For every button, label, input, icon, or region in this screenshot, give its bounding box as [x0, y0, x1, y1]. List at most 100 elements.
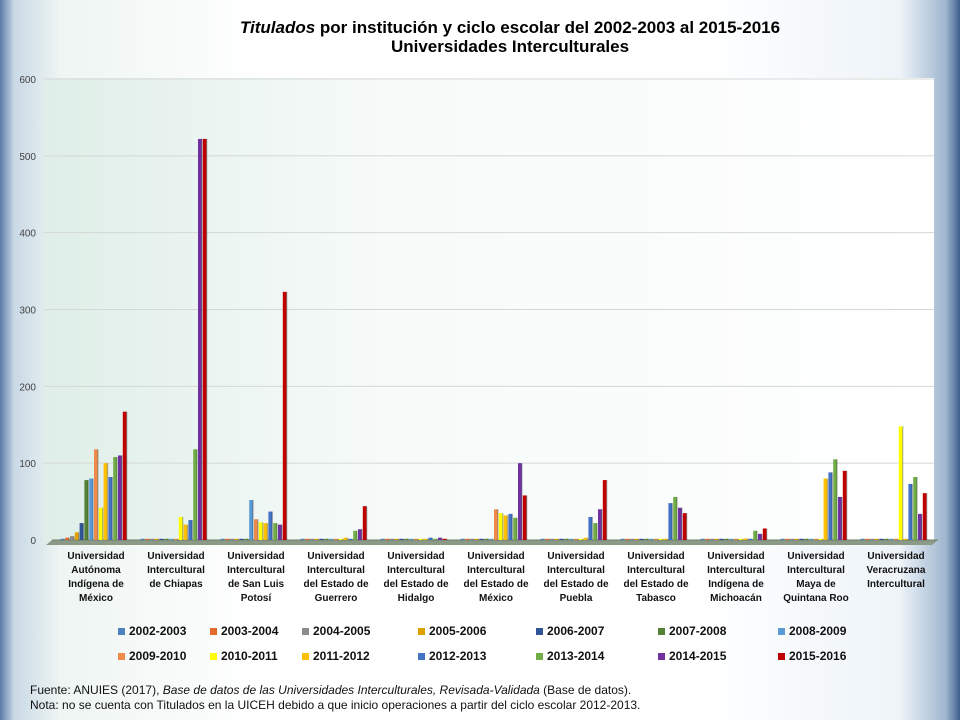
bar [724, 538, 729, 540]
bar-side [126, 411, 128, 540]
bar [404, 538, 409, 540]
bar-side [487, 538, 489, 540]
bar [828, 472, 833, 540]
bar [738, 538, 743, 540]
bar [319, 538, 324, 540]
bar [522, 495, 527, 540]
floor-edge [46, 540, 938, 545]
category-label: Intercultural [387, 565, 445, 576]
legend: 2002-2003 2003-2004 2004-2005 2005-2006 2006… [118, 624, 847, 663]
bar-side [878, 538, 880, 540]
bar-side [633, 538, 635, 540]
bar [79, 523, 84, 540]
gridlines [44, 78, 934, 464]
bar-side [596, 523, 598, 540]
bar-side [271, 511, 273, 540]
bar [644, 538, 649, 540]
bar [498, 513, 503, 540]
bar-side [148, 538, 150, 540]
bar-side [482, 538, 485, 540]
category-label: del Estado de [543, 579, 608, 590]
bar [630, 538, 634, 540]
bar-side [686, 513, 688, 540]
bar [103, 463, 108, 540]
bar [554, 538, 559, 540]
y-tick-label: 500 [19, 152, 36, 163]
bar-side [182, 516, 184, 540]
bar-side [642, 538, 645, 540]
legend-label: 2014-2015 [669, 649, 727, 663]
bar [569, 538, 573, 540]
bar [263, 523, 268, 540]
bar-side [238, 538, 240, 540]
bar [348, 538, 353, 540]
bar [682, 513, 687, 540]
bar [94, 449, 98, 540]
bar-side [468, 538, 470, 540]
bar-side [892, 538, 894, 540]
bar-side [223, 538, 225, 540]
bar-side [492, 538, 494, 540]
bar [842, 470, 847, 540]
bar [583, 537, 588, 540]
bar-side [196, 449, 198, 540]
category-label: Intercultural [227, 565, 285, 576]
bar-side [257, 519, 259, 540]
category-label: Universidad [707, 551, 764, 562]
bar-side [836, 459, 838, 540]
legend-swatch [418, 653, 425, 660]
bar-side [262, 522, 264, 540]
bar-side [882, 538, 885, 540]
bar [743, 538, 748, 540]
category-label: México [79, 593, 113, 604]
bar-side [681, 507, 683, 540]
category-label: Puebla [560, 593, 593, 604]
bar-side [327, 538, 329, 540]
legend-swatch [210, 653, 217, 660]
bar-side [572, 538, 574, 540]
bar-side [63, 538, 65, 540]
chart-subtitle: Universidades Interculturales [391, 37, 629, 56]
bar-side [671, 503, 673, 540]
bar [593, 523, 597, 540]
category-label: Indígena de [68, 579, 124, 590]
bar-side [87, 480, 89, 540]
bar [598, 509, 602, 540]
legend-label: 2007-2008 [669, 624, 727, 638]
bar-side [68, 537, 70, 540]
bar [438, 537, 442, 540]
bar [870, 538, 874, 540]
bar [753, 530, 757, 540]
source-suffix: (Base de datos). [539, 683, 632, 697]
x-axis-categories: Universidad Autónoma Indígena de México Univ… [67, 551, 926, 604]
bar [564, 538, 569, 540]
bar [649, 538, 653, 540]
bar [169, 538, 173, 540]
bar-side [577, 538, 579, 540]
category-label: Guerrero [315, 593, 358, 604]
bar-side [82, 523, 85, 540]
legend-swatch [778, 653, 785, 660]
bar [442, 538, 447, 540]
bar [418, 538, 423, 540]
bar-side [521, 463, 523, 540]
bar [159, 538, 164, 540]
bar-side [647, 538, 649, 540]
bar [545, 538, 549, 540]
bar-side [351, 538, 353, 540]
legend-swatch [658, 628, 665, 635]
bar-side [873, 538, 875, 540]
bar-side [887, 538, 889, 540]
category-label: Michoacán [710, 593, 762, 604]
bar [780, 538, 785, 540]
bar-side [383, 538, 385, 540]
bar [154, 538, 159, 540]
bar [799, 538, 804, 540]
bar-side [798, 538, 800, 540]
bar [559, 538, 564, 540]
bar [494, 509, 498, 540]
bar [474, 538, 479, 540]
bar [282, 291, 287, 540]
bar-side [412, 538, 414, 540]
bar [113, 457, 117, 540]
